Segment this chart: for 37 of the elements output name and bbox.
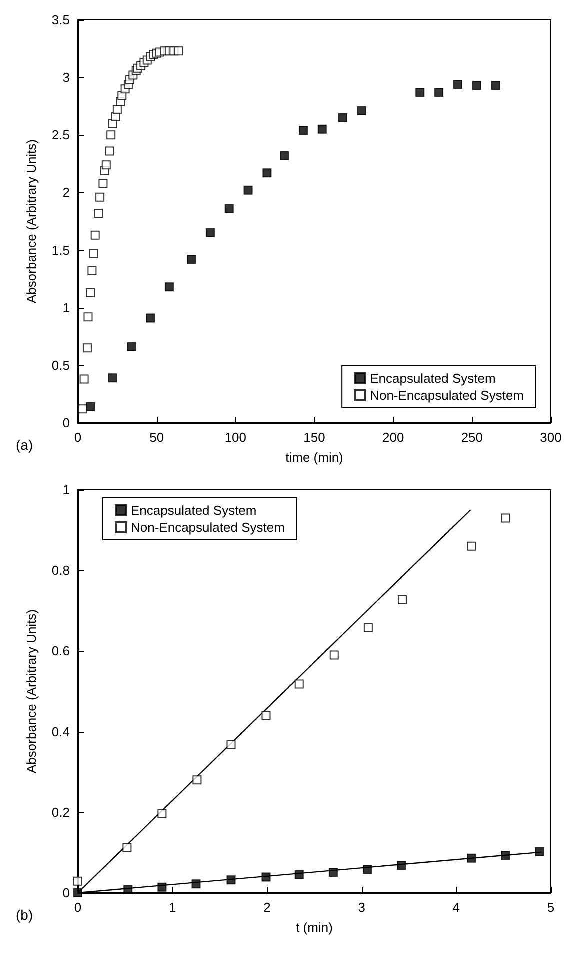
text: (b)	[16, 907, 34, 923]
x-tick-label: 5	[547, 900, 555, 915]
legend-label: Encapsulated System	[131, 503, 257, 518]
y-tick-label: 1	[62, 482, 70, 498]
y-tick-label: 1	[62, 300, 70, 316]
y-tick-label: 2	[62, 185, 70, 200]
y-tick-label: 0.4	[52, 724, 70, 740]
x-tick-label: 100	[224, 430, 247, 445]
x-tick-label: 4	[452, 900, 460, 915]
y-tick-label: 0.6	[52, 644, 70, 659]
text: (a)	[16, 437, 34, 453]
y-tick-label: 0.5	[52, 358, 70, 373]
y-tick-label: 0.2	[52, 804, 70, 820]
y-tick-label: 0	[62, 416, 70, 430]
y-tick-label: 3	[62, 70, 70, 86]
x-tick-label: 2	[264, 900, 271, 915]
y-tick-label: 3.5	[52, 12, 70, 28]
y-axis-title: Absorbance (Arbitrary Units)	[24, 610, 39, 774]
x-tick-label: 1	[168, 900, 176, 915]
x-tick-label: 200	[382, 430, 404, 445]
legend-label: Non-Encapsulated System	[370, 388, 524, 403]
legend-label: Non-Encapsulated System	[131, 520, 285, 535]
x-tick-label: 0	[74, 430, 82, 445]
y-tick-label: 2.5	[52, 128, 70, 143]
y-axis-title: Absorbance (Arbitrary Units)	[24, 140, 39, 304]
x-tick-label: 3	[358, 900, 366, 915]
x-tick-label: 150	[304, 430, 326, 445]
y-tick-label: 0.8	[52, 563, 70, 578]
x-tick-label: 50	[150, 430, 164, 445]
x-axis-title: time (min)	[286, 450, 344, 465]
x-tick-label: 300	[540, 430, 562, 445]
x-tick-label: 0	[74, 900, 82, 915]
x-axis-title: t (min)	[296, 920, 333, 935]
legend-label: Encapsulated System	[370, 371, 496, 386]
x-tick-label: 250	[461, 430, 484, 445]
y-tick-label: 0	[62, 886, 70, 900]
y-tick-label: 1.5	[52, 242, 70, 258]
